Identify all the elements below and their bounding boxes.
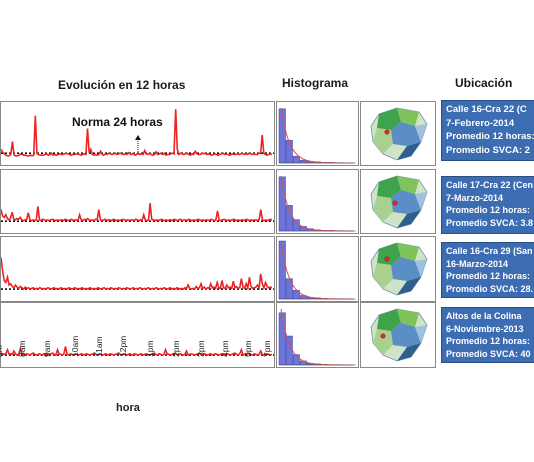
evolution-header: Evolución en 12 horas [58, 78, 186, 92]
x-tick-label: 1pm [145, 340, 155, 357]
x-tick-label: 3pm [196, 340, 206, 357]
station-avg12: Promedio 12 horas: [446, 205, 531, 215]
station-avg12: Promedio 12 horas: [446, 131, 534, 142]
map-zone [397, 309, 419, 327]
map-panel-2 [360, 169, 436, 234]
timeseries-panel-4 [0, 302, 275, 368]
x-tick-label: 11am [94, 336, 104, 357]
map-zone [415, 192, 427, 210]
station-svca: Promedio SVCA: 3.8 [446, 217, 534, 228]
histogram-panel-3 [276, 236, 359, 302]
x-tick-label: 2pm [171, 340, 181, 357]
map-zone [415, 124, 427, 142]
series-line [1, 257, 273, 291]
map-zone [397, 108, 419, 126]
station-address: Calle 16-Cra 22 (C [446, 104, 527, 115]
map-zone [377, 108, 401, 130]
x-tick-label: 12pm [118, 335, 128, 357]
station-info-1: Calle 16-Cra 22 (C 7-Febrero-2014 Promed… [441, 100, 534, 161]
x-tick-label: 9am [42, 340, 52, 357]
station-info-4: Altos de la Colina 6-Noviembre-2013 Prom… [441, 307, 534, 363]
map-zone [397, 243, 419, 261]
station-info-2: Calle 17-Cra 22 (Cen 7-Marzo-2014 Promed… [441, 176, 534, 234]
station-address: Calle 17-Cra 22 (Cen [446, 180, 534, 190]
map-zone [391, 323, 421, 347]
hist-bar [292, 155, 300, 164]
x-tick-label: 4pm [220, 340, 230, 357]
map-zone [377, 309, 401, 331]
station-date: 7-Marzo-2014 [446, 192, 504, 203]
map-zone [415, 259, 427, 277]
map-zone [397, 343, 421, 361]
map-zone [397, 277, 421, 295]
map-zone [391, 190, 421, 214]
map-zone [377, 243, 401, 265]
histogram-panel-2 [276, 169, 359, 234]
series-line [1, 109, 273, 157]
station-marker [392, 200, 398, 206]
station-address: Altos de la Colina [446, 311, 522, 321]
map-zone [415, 325, 427, 343]
timeseries-panel-3 [0, 236, 275, 302]
x-tick-label: 8am [17, 340, 27, 357]
station-svca: Promedio SVCA: 40 [446, 348, 531, 359]
station-date: 6-Noviembre-2013 [446, 323, 524, 334]
hist-bar [299, 159, 307, 164]
x-axis-label: hora [116, 402, 140, 414]
norm-annotation: Norma 24 horas [72, 115, 163, 129]
hist-bar [278, 312, 286, 366]
map-zone [397, 210, 421, 228]
x-tick-label: 10am [70, 335, 80, 357]
x-tick-label: am [0, 345, 4, 357]
map-zone [391, 257, 421, 281]
series-line [1, 345, 273, 357]
timeseries-panel-2 [0, 169, 275, 234]
map-zone [397, 142, 421, 160]
map-panel-4 [360, 302, 436, 368]
map-zone [373, 196, 393, 222]
hist-bar [285, 139, 293, 164]
series-line [1, 203, 273, 222]
station-avg12: Promedio 12 horas: [446, 336, 531, 346]
station-address: Calle 16-Cra 29 (San [446, 246, 533, 256]
map-panel-1 [360, 101, 436, 166]
station-marker [380, 333, 386, 339]
map-zone [373, 263, 393, 289]
histogram-header: Histograma [282, 76, 349, 90]
station-avg12: Promedio 12 horas: [446, 271, 531, 281]
station-svca: Promedio SVCA: 28. [446, 283, 534, 294]
station-date: 7-Febrero-2014 [446, 117, 515, 129]
map-zone [397, 176, 419, 194]
station-date: 16-Marzo-2014 [446, 258, 509, 269]
x-tick-label: 5pm [243, 340, 253, 357]
map-zone [391, 122, 421, 146]
timeseries-panel-1 [0, 101, 275, 166]
station-marker [384, 129, 390, 135]
map-zone [377, 176, 401, 198]
histogram-panel-1 [276, 101, 359, 166]
hist-bar [285, 335, 293, 366]
station-svca: Promedio SVCA: 2 [446, 144, 530, 156]
map-panel-3 [360, 236, 436, 302]
histogram-panel-4 [276, 302, 359, 368]
map-zone [373, 329, 393, 355]
map-zone [373, 128, 393, 154]
location-header: Ubicación [455, 76, 513, 90]
x-tick-label: 7pm [262, 340, 272, 357]
station-info-3: Calle 16-Cra 29 (San 16-Marzo-2014 Prome… [441, 242, 534, 298]
station-marker [384, 256, 390, 262]
arrow-head [135, 135, 141, 140]
